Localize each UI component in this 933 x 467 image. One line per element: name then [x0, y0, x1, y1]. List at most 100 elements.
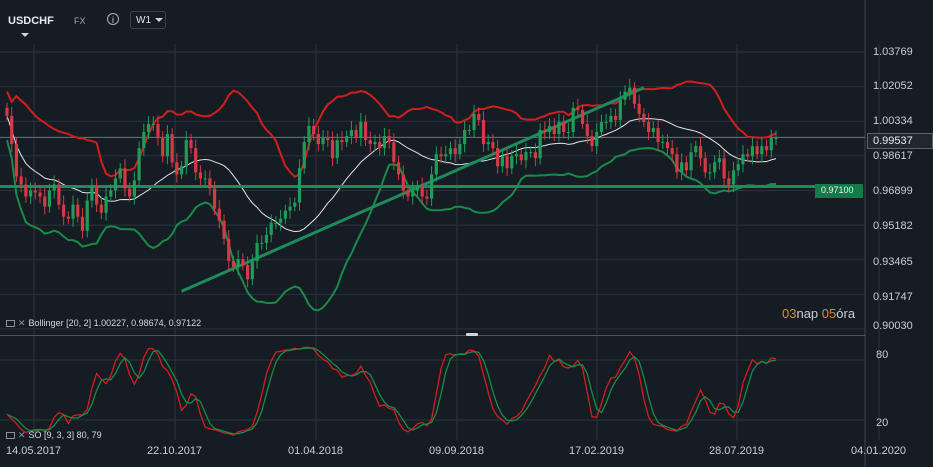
pane-divider[interactable]: [0, 335, 865, 336]
candle-body: [694, 146, 698, 153]
candle-body: [722, 158, 726, 179]
candle-body: [175, 162, 179, 175]
candle-body: [90, 186, 94, 201]
candle-body: [731, 170, 736, 185]
osc-tick: 80: [876, 349, 889, 361]
candle-body: [463, 130, 467, 145]
candle-body: [128, 188, 132, 197]
so-label: SO [9, 3, 3] 80, 79: [28, 430, 102, 440]
candle-body: [345, 136, 349, 143]
bollinger-legend[interactable]: ✕ Bollinger [20, 2] 1.00227, 0.98674, 0.9…: [6, 318, 201, 329]
candle-body: [562, 121, 566, 133]
price-tick: 1.03769: [873, 46, 913, 58]
candle-body: [665, 142, 670, 149]
price-tick: 1.00334: [873, 115, 913, 127]
candle-body: [519, 154, 523, 161]
candle-body: [38, 192, 42, 197]
candle-body: [684, 162, 688, 171]
candle-body: [547, 125, 552, 133]
candle-body: [146, 123, 151, 133]
candle-body: [698, 146, 703, 159]
candles: [5, 78, 778, 288]
candle-body: [14, 144, 19, 177]
time-tick: 09.09.2018: [429, 445, 485, 457]
symbol-name[interactable]: USDCHF: [8, 15, 54, 27]
candle-body: [279, 218, 283, 223]
chevron-down-icon: [155, 18, 163, 22]
candle-body: [500, 156, 504, 167]
bollinger-lower: [6, 139, 777, 312]
candle-body: [85, 200, 89, 231]
candle-body: [307, 125, 311, 143]
candle-body: [19, 176, 23, 185]
price-tick: 0.98617: [873, 150, 913, 162]
indicator-settings-icon[interactable]: [6, 432, 15, 439]
candle-body: [590, 136, 594, 147]
candle-body: [123, 168, 127, 189]
timeframe-select[interactable]: W1: [130, 11, 166, 29]
close-icon[interactable]: ✕: [18, 318, 26, 328]
candle-body: [477, 113, 481, 120]
candle-body: [543, 130, 547, 133]
time-tick: 17.02.2019: [569, 445, 625, 457]
candle-body: [387, 136, 391, 143]
candle-body: [552, 125, 556, 135]
candle-body: [613, 115, 618, 120]
candle-body: [113, 178, 118, 191]
candle-body: [80, 216, 85, 231]
candle-body: [411, 190, 415, 197]
price-tick: 0.90030: [873, 320, 913, 332]
candle-body: [10, 115, 14, 145]
candle-body: [250, 261, 254, 280]
candle-body: [246, 265, 250, 280]
so-legend[interactable]: ✕ SO [9, 3, 3] 80, 79: [6, 430, 102, 441]
candle-body: [557, 121, 561, 135]
candle-body: [378, 142, 382, 149]
time-tick: 04.01.2020: [851, 445, 907, 457]
candle-body: [623, 91, 627, 100]
candle-body: [481, 119, 486, 145]
candle-body: [604, 121, 608, 123]
indicator-settings-icon[interactable]: [6, 320, 15, 327]
candle-body: [746, 154, 750, 157]
candle-body: [496, 148, 500, 167]
exchange-label: FX: [74, 16, 86, 26]
candle-body: [736, 164, 740, 171]
candle-body: [109, 190, 113, 197]
candle-body: [66, 216, 70, 219]
candle-body: [274, 222, 278, 224]
candle-body: [439, 154, 443, 157]
candle-body: [264, 234, 269, 243]
candle-body: [396, 162, 401, 175]
candle-body: [363, 121, 368, 141]
candle-body: [321, 138, 325, 145]
countdown-days: 03: [782, 306, 797, 321]
candle-body: [359, 121, 363, 139]
candle-body: [373, 142, 377, 145]
candle-body: [703, 158, 707, 173]
candle-body: [151, 123, 155, 125]
price-tick: 1.02052: [873, 80, 913, 92]
pane-resize-handle[interactable]: [466, 333, 478, 336]
candle-body: [444, 154, 448, 157]
candle-body: [632, 87, 637, 104]
chevron-down-icon[interactable]: [21, 33, 29, 37]
candle-body: [656, 127, 660, 143]
close-icon[interactable]: ✕: [18, 430, 26, 440]
candle-body: [184, 140, 188, 167]
candle-body: [118, 168, 122, 179]
candle-body: [576, 107, 580, 110]
candle-body: [415, 186, 420, 191]
candle-body: [760, 146, 764, 155]
timeframe-value: W1: [136, 15, 151, 26]
current-price-tag: 0.99537: [867, 133, 933, 149]
info-icon[interactable]: i: [107, 13, 119, 25]
bollinger-upper: [6, 80, 777, 179]
level-price-tag[interactable]: 0.97100: [815, 184, 863, 198]
candle-body: [514, 154, 519, 157]
price-tick: 0.95182: [873, 220, 913, 232]
candle-body: [312, 125, 316, 135]
candle-body: [448, 148, 453, 155]
